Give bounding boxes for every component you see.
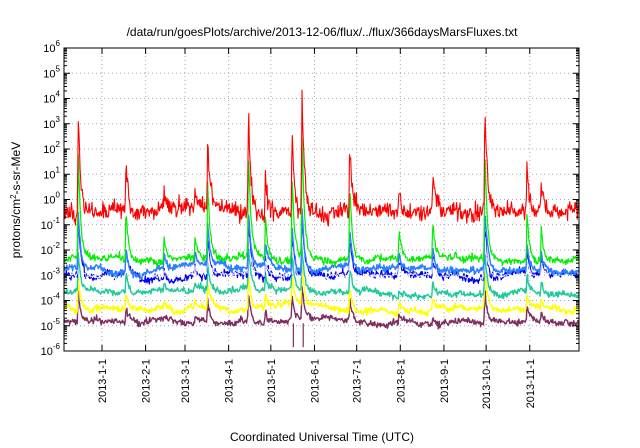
x-tick-label: 2013-8-1 bbox=[395, 359, 407, 403]
y-tick-label: 10-4 bbox=[41, 292, 61, 308]
x-tick-label: 2013-2-1 bbox=[141, 359, 153, 403]
series-line-5 bbox=[63, 208, 580, 280]
x-tick-label: 2013-7-1 bbox=[352, 359, 364, 403]
y-tick-label: 106 bbox=[43, 39, 60, 55]
x-tick-label: 2013-4-1 bbox=[224, 359, 236, 403]
x-tick-label: 2013-1-1 bbox=[97, 359, 109, 403]
series-line-3 bbox=[63, 215, 580, 285]
x-tick-label: 2013-3-1 bbox=[180, 359, 192, 403]
series-line-2 bbox=[63, 243, 580, 301]
series-line-4 bbox=[63, 233, 580, 282]
x-tick-label: 2013-11-1 bbox=[525, 359, 537, 408]
x-tick-label: 2013-6-1 bbox=[309, 359, 321, 403]
ticks bbox=[64, 47, 579, 352]
x-tick-labels: 2013-1-1 2013-2-1 2013-3-1 2013-4-1 2013-5-1… bbox=[97, 359, 537, 409]
series-line-6 bbox=[63, 138, 580, 267]
series-line-0 bbox=[63, 285, 580, 330]
x-tick-label: 2013-9-1 bbox=[439, 359, 451, 403]
x-tick-label: 2013-5-1 bbox=[266, 359, 278, 403]
x-axis-label: Coordinated Universal Time (UTC) bbox=[230, 430, 414, 444]
y-tick-label: 104 bbox=[43, 90, 60, 106]
y-tick-label: 10-1 bbox=[41, 216, 61, 232]
y-tick-label: 101 bbox=[43, 165, 60, 181]
y-tick-label: 103 bbox=[43, 115, 60, 131]
y-tick-label: 102 bbox=[43, 140, 60, 156]
y-axis-label: protons/cm2-s-sr-MeV bbox=[9, 142, 24, 258]
y-tick-label: 10-3 bbox=[41, 266, 61, 282]
x-tick-label: 2013-10-1 bbox=[481, 359, 493, 409]
series-line-1 bbox=[63, 264, 580, 318]
chart-title: /data/run/goesPlots/archive/2013-12-06/f… bbox=[127, 25, 519, 39]
y-tick-label: 10-6 bbox=[41, 342, 61, 358]
y-tick-labels: 10-6 10-5 10-4 10-3 10-2 10-1 100 101 102 103 104 1… bbox=[41, 39, 61, 358]
series-group bbox=[63, 89, 580, 348]
y-tick-label: 10-5 bbox=[41, 317, 61, 333]
y-tick-label: 100 bbox=[43, 191, 60, 207]
y-tick-label: 10-2 bbox=[41, 241, 61, 257]
y-tick-label: 105 bbox=[43, 64, 60, 80]
series-line-7 bbox=[63, 89, 580, 227]
